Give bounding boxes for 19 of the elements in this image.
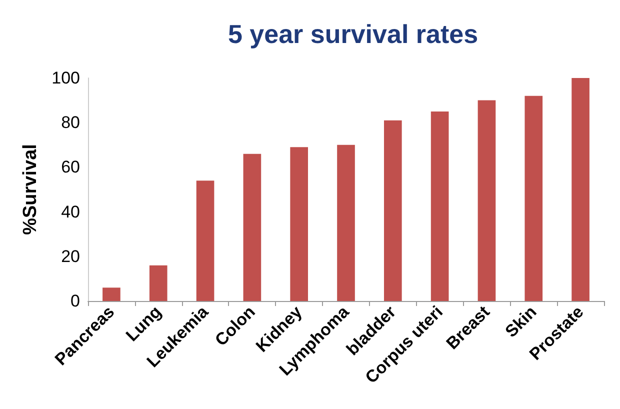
bar (384, 120, 402, 301)
bar (243, 154, 262, 301)
bar (478, 100, 496, 301)
y-tick-label: 60 (61, 158, 80, 177)
y-tick-label: 20 (61, 246, 80, 266)
chart-title: 5 year survival rates (228, 19, 478, 49)
bar (430, 111, 449, 301)
bar (290, 147, 308, 301)
bar (196, 180, 214, 301)
y-tick-label: 80 (61, 113, 80, 132)
bar (572, 78, 590, 301)
bar (102, 288, 120, 301)
bar (149, 265, 168, 301)
y-tick-label: 100 (52, 68, 80, 88)
bar (337, 144, 355, 301)
bar (524, 96, 543, 301)
y-tick-label: 0 (70, 292, 80, 310)
y-tick-label: 40 (61, 202, 80, 222)
y-axis-title: %Survival (20, 144, 41, 235)
